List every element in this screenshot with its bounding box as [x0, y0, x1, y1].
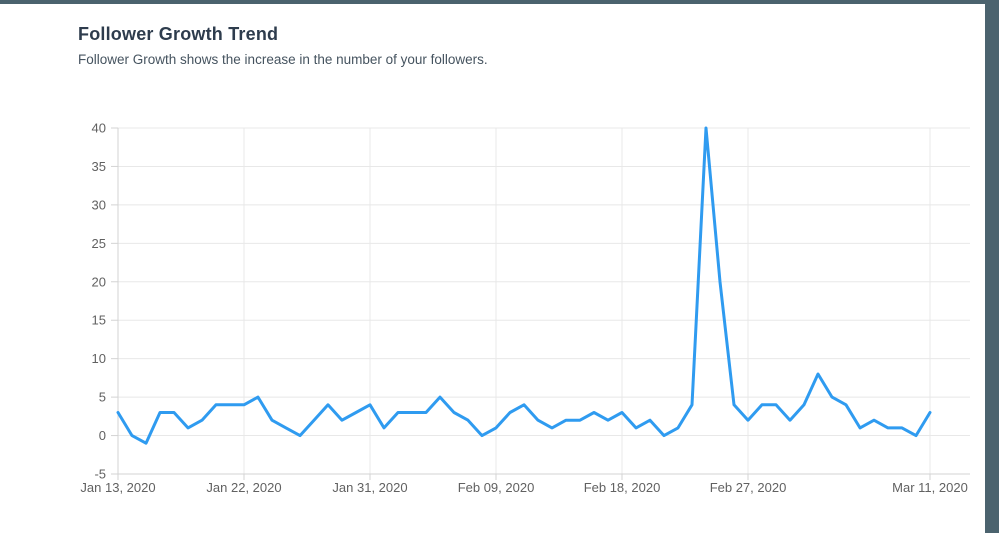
window-frame-right — [985, 0, 999, 533]
x-tick-label: Feb 27, 2020 — [710, 480, 787, 495]
x-tick-label: Jan 31, 2020 — [332, 480, 407, 495]
y-tick-label: 20 — [92, 274, 106, 289]
series-line[interactable] — [116, 126, 932, 445]
y-tick-label: 40 — [92, 121, 106, 136]
chart-header: Follower Growth Trend Follower Growth sh… — [78, 24, 488, 67]
window-frame-top — [0, 0, 999, 4]
x-tick-label: Jan 13, 2020 — [80, 480, 155, 495]
x-tick-label: Feb 18, 2020 — [584, 480, 661, 495]
y-tick-label: 35 — [92, 159, 106, 174]
x-tick-label: Mar 11, 2020 — [892, 480, 968, 495]
y-tick-label: -5 — [94, 467, 106, 482]
page-subtitle: Follower Growth shows the increase in th… — [78, 52, 488, 67]
y-tick-label: 10 — [92, 351, 106, 366]
y-tick-label: 25 — [92, 236, 106, 251]
y-tick-label: 5 — [99, 390, 106, 405]
x-tick-label: Feb 09, 2020 — [458, 480, 535, 495]
x-tick-label: Jan 22, 2020 — [206, 480, 281, 495]
page-title: Follower Growth Trend — [78, 24, 279, 44]
y-tick-label: 15 — [92, 313, 106, 328]
y-tick-label: 0 — [99, 428, 106, 443]
y-tick-label: 30 — [92, 197, 106, 212]
